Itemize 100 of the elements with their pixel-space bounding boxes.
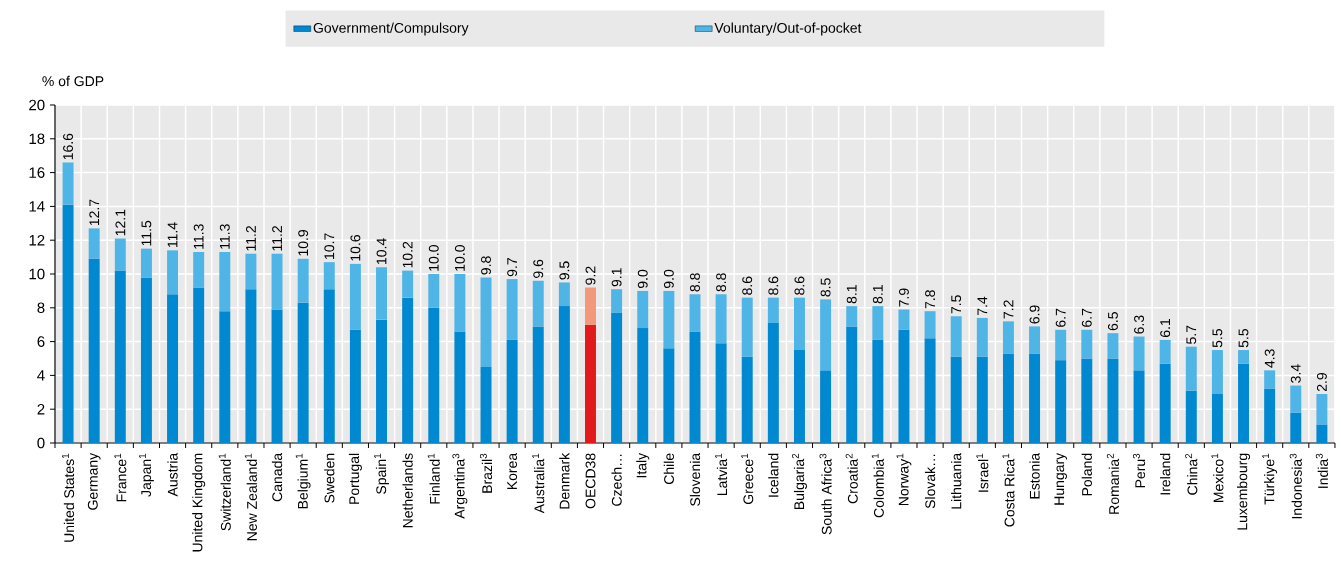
bar <box>271 309 283 443</box>
bar <box>1029 353 1041 443</box>
bar <box>611 289 623 313</box>
total-label: 6.5 <box>1107 312 1118 331</box>
total-label: 8.6 <box>742 276 753 295</box>
total-label: 9.0 <box>663 269 674 289</box>
bar <box>872 339 884 443</box>
bar <box>950 316 962 357</box>
total-label: 11.2 <box>272 226 282 251</box>
x-tick-label: Slovak… <box>924 454 936 509</box>
x-tick-label: Indonesia$^{3}$ <box>1289 453 1302 519</box>
x-tick-label: Hungary <box>1054 452 1067 505</box>
bar <box>1211 393 1223 443</box>
bar <box>1211 350 1223 394</box>
total-label: 2.9 <box>1316 372 1327 392</box>
x-tick-label: France$^{1}$ <box>114 453 127 502</box>
x-tick-label: Costa Rica$^{1}$ <box>1002 453 1015 527</box>
bar <box>976 356 988 443</box>
x-tick-label: United Kingdom <box>192 453 206 552</box>
y-tick-label: 10 <box>29 268 45 280</box>
bar <box>454 331 466 443</box>
bar <box>1002 321 1014 354</box>
bar <box>793 350 805 443</box>
bar <box>663 348 675 443</box>
x-tick-label: Canada <box>271 452 283 502</box>
bar <box>376 267 387 320</box>
total-label: 11.3 <box>219 224 230 249</box>
x-tick-label: Norway$^{1}$ <box>896 453 912 506</box>
x-tick-label: Israel$^{1}$ <box>976 453 989 492</box>
total-label: 6.1 <box>1160 318 1171 337</box>
x-tick-label: Sweden <box>324 453 335 503</box>
bar <box>715 294 727 344</box>
bar <box>323 262 335 290</box>
bar <box>820 299 832 371</box>
x-tick-label: Ireland <box>1160 453 1171 495</box>
bar <box>846 306 858 327</box>
bar <box>663 290 675 349</box>
total-label: 10.9 <box>298 230 309 256</box>
bar <box>1029 326 1041 354</box>
total-label: 9.0 <box>637 269 648 289</box>
bar <box>219 252 231 312</box>
bar <box>689 294 701 332</box>
total-label: 8.6 <box>768 276 779 295</box>
bar <box>1081 329 1093 359</box>
x-tick-label: Türkiye$^{1}$ <box>1262 453 1278 505</box>
y-tick-label: 12 <box>29 234 45 246</box>
total-label: 9.2 <box>585 266 596 285</box>
x-tick-label: Colombia$^{1}$ <box>871 453 884 518</box>
total-label: 9.7 <box>507 258 518 277</box>
bar <box>88 258 100 443</box>
x-tick-label: India$^{3}$ <box>1315 453 1328 488</box>
total-label: 7.4 <box>977 296 988 316</box>
bar <box>846 326 858 443</box>
bar <box>271 253 283 310</box>
bar <box>637 328 649 443</box>
total-label: 5.5 <box>1212 328 1223 348</box>
bar <box>950 356 962 443</box>
bar <box>1133 336 1145 371</box>
total-label: 10.0 <box>454 245 465 271</box>
bar <box>219 311 231 443</box>
bar <box>1238 350 1250 364</box>
y-tick-label: 16 <box>29 167 45 178</box>
bar <box>689 331 701 443</box>
total-label: 6.7 <box>1081 308 1092 327</box>
bar <box>62 204 74 443</box>
bar <box>349 329 361 443</box>
bar <box>62 162 74 205</box>
y-tick-label: 0 <box>37 437 45 449</box>
x-tick-label: Latvia$^{1}$ <box>715 453 728 496</box>
bar <box>793 297 805 351</box>
bar <box>1002 353 1014 443</box>
total-label: 8.5 <box>820 278 831 297</box>
x-tick-label: Slovenia <box>689 452 701 506</box>
total-label: 3.4 <box>1290 364 1301 383</box>
x-tick-label: Switzerland$^{1}$ <box>218 453 231 531</box>
bar <box>167 294 179 443</box>
bar <box>767 297 779 324</box>
total-label: 11.3 <box>193 224 204 249</box>
bar <box>924 311 936 339</box>
x-tick-label: OECD38 <box>585 453 596 509</box>
bar <box>114 238 126 271</box>
total-label: 12.1 <box>115 209 126 236</box>
bar <box>1316 393 1328 425</box>
bar <box>872 306 884 340</box>
bar <box>1185 346 1197 391</box>
total-label: 9.6 <box>533 259 544 278</box>
y-tick-label: 4 <box>37 370 45 381</box>
total-label: 4.3 <box>1264 349 1275 368</box>
total-label: 6.7 <box>1055 308 1066 327</box>
bar <box>167 250 179 295</box>
bar <box>454 274 466 332</box>
bar <box>349 263 361 330</box>
x-tick-label: Spain$^{1}$ <box>374 453 389 494</box>
total-label: 16.6 <box>63 133 74 160</box>
bar <box>558 282 570 307</box>
x-tick-label: Finland$^{1}$ <box>427 453 440 504</box>
x-tick-label: Austria <box>167 452 178 497</box>
bar <box>506 339 518 443</box>
x-tick-label: Chile <box>663 453 674 485</box>
x-tick-label: Romania$^{2}$ <box>1106 453 1120 514</box>
